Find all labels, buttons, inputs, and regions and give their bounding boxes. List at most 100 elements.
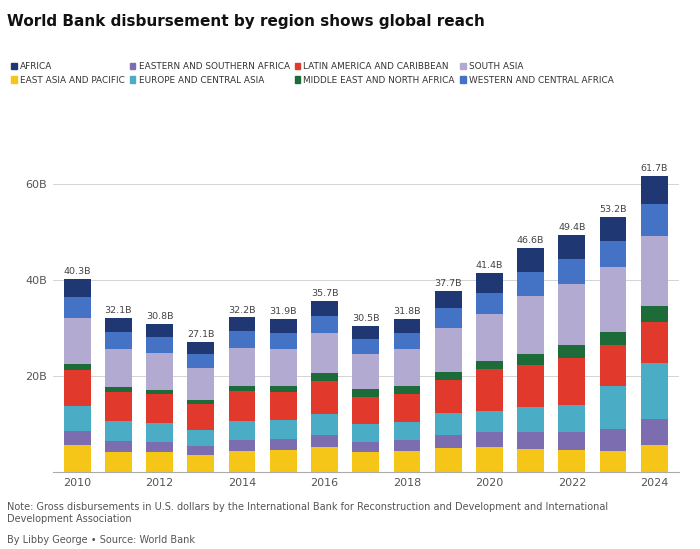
Bar (559, 235, 585, 259)
Bar (600, 429, 626, 451)
Bar (229, 385, 256, 391)
Bar (559, 450, 585, 472)
Bar (641, 204, 668, 236)
Bar (146, 353, 173, 390)
Bar (352, 354, 379, 389)
Bar (435, 380, 461, 413)
Bar (600, 216, 626, 240)
Bar (435, 448, 461, 472)
Bar (559, 259, 585, 284)
Bar (517, 365, 544, 407)
Bar (641, 176, 668, 204)
Bar (64, 445, 90, 472)
Bar (270, 386, 297, 391)
Bar (600, 332, 626, 345)
Bar (105, 387, 132, 392)
Bar (476, 433, 503, 447)
Text: 46.6B: 46.6B (517, 237, 545, 245)
Bar (352, 397, 379, 424)
Bar (311, 301, 338, 316)
Bar (311, 316, 338, 333)
Bar (393, 349, 421, 386)
Bar (600, 451, 626, 472)
Bar (229, 391, 256, 421)
Bar (559, 284, 585, 345)
Bar (559, 432, 585, 450)
Text: By Libby George • Source: World Bank: By Libby George • Source: World Bank (7, 535, 195, 545)
Text: 32.2B: 32.2B (228, 306, 256, 315)
Bar (517, 449, 544, 472)
Bar (517, 272, 544, 296)
Bar (64, 365, 90, 371)
Text: 32.1B: 32.1B (105, 306, 132, 315)
Bar (64, 296, 90, 318)
Bar (311, 333, 338, 373)
Bar (270, 391, 297, 420)
Bar (105, 441, 132, 452)
Bar (476, 411, 503, 433)
Bar (393, 394, 421, 422)
Bar (517, 407, 544, 432)
Bar (435, 308, 461, 328)
Text: 30.5B: 30.5B (352, 313, 379, 323)
Bar (105, 318, 132, 332)
Bar (393, 422, 421, 440)
Bar (393, 386, 421, 394)
Bar (393, 440, 421, 451)
Bar (146, 452, 173, 472)
Bar (146, 337, 173, 353)
Bar (476, 369, 503, 411)
Bar (105, 422, 132, 441)
Bar (352, 326, 379, 339)
Bar (435, 413, 461, 435)
Bar (559, 345, 585, 358)
Bar (352, 442, 379, 452)
Bar (311, 414, 338, 435)
Bar (600, 267, 626, 332)
Bar (146, 423, 173, 442)
Bar (559, 358, 585, 405)
Bar (146, 395, 173, 423)
Bar (641, 236, 668, 306)
Text: 53.2B: 53.2B (599, 205, 626, 214)
Bar (517, 432, 544, 449)
Bar (188, 446, 214, 455)
Bar (270, 420, 297, 439)
Text: Note: Gross disbursements in U.S. dollars by the International Bank for Reconstr: Note: Gross disbursements in U.S. dollar… (7, 502, 608, 524)
Bar (270, 439, 297, 450)
Bar (188, 400, 214, 404)
Text: 31.8B: 31.8B (393, 307, 421, 316)
Bar (600, 240, 626, 267)
Bar (270, 450, 297, 472)
Bar (435, 291, 461, 308)
Bar (105, 349, 132, 387)
Bar (270, 349, 297, 386)
Text: 31.9B: 31.9B (270, 307, 297, 316)
Bar (188, 354, 214, 368)
Text: 41.4B: 41.4B (476, 261, 503, 270)
Bar (311, 373, 338, 381)
Bar (476, 361, 503, 369)
Text: 35.7B: 35.7B (311, 289, 338, 298)
Bar (641, 322, 668, 363)
Bar (352, 339, 379, 354)
Bar (188, 430, 214, 446)
Bar (517, 248, 544, 272)
Bar (270, 333, 297, 349)
Bar (435, 328, 461, 372)
Bar (311, 381, 338, 414)
Bar (393, 333, 421, 349)
Bar (476, 293, 503, 315)
Bar (393, 320, 421, 333)
Bar (517, 296, 544, 354)
Bar (105, 452, 132, 472)
Bar (600, 345, 626, 386)
Bar (641, 363, 668, 419)
Bar (105, 332, 132, 349)
Bar (393, 451, 421, 472)
Legend: AFRICA, EAST ASIA AND PACIFIC, EASTERN AND SOUTHERN AFRICA, EUROPE AND CENTRAL A: AFRICA, EAST ASIA AND PACIFIC, EASTERN A… (11, 62, 614, 85)
Text: 30.8B: 30.8B (146, 312, 174, 321)
Bar (476, 315, 503, 361)
Bar (105, 392, 132, 422)
Bar (229, 348, 256, 385)
